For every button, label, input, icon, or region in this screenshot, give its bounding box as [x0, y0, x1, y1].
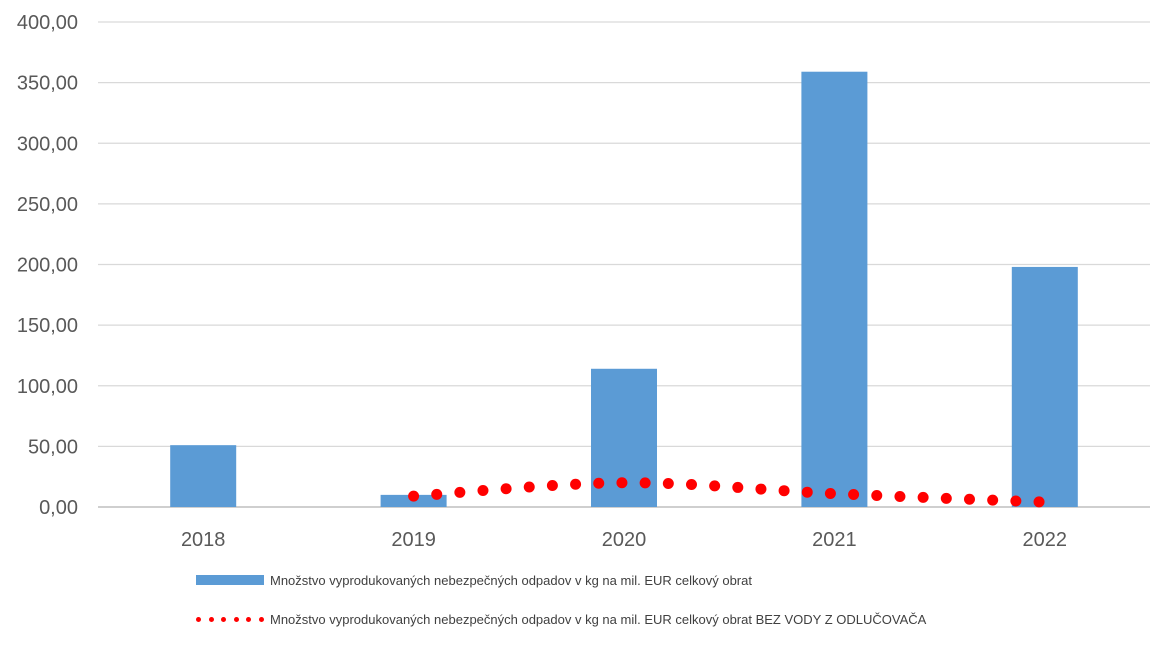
- line-point: [871, 490, 883, 502]
- line-point: [848, 489, 860, 501]
- legend-dots-swatch: [196, 614, 264, 624]
- chart: 0,00 50,00 100,00 150,00 200,00 250,00 300,00 3…: [17, 12, 1150, 551]
- line-point: [940, 492, 952, 504]
- x-tick-label: 2019: [391, 529, 436, 551]
- x-axis-ticks: 2018 2019 2020 2021 2022: [181, 529, 1067, 551]
- line-point: [616, 477, 628, 489]
- y-tick-label: 100,00: [17, 376, 78, 398]
- line-point: [500, 483, 512, 495]
- line-point: [570, 478, 582, 490]
- y-tick-label: 200,00: [17, 255, 78, 277]
- line-point: [963, 493, 975, 505]
- line-point: [662, 478, 674, 490]
- x-tick-label: 2022: [1023, 529, 1068, 551]
- y-tick-label: 400,00: [17, 12, 78, 34]
- line-point: [593, 477, 605, 489]
- legend-item-bars: Množstvo vyprodukovaných nebezpečných od…: [196, 570, 926, 590]
- y-tick-label: 150,00: [17, 315, 78, 337]
- bar: [1011, 266, 1078, 507]
- line-point: [709, 480, 721, 492]
- line-point: [454, 486, 466, 498]
- line-point: [987, 494, 999, 506]
- x-tick-label: 2020: [602, 529, 647, 551]
- line-point: [894, 490, 906, 502]
- line-point: [732, 481, 744, 493]
- bar: [170, 445, 237, 507]
- legend-label-bars: Množstvo vyprodukovaných nebezpečných od…: [270, 572, 752, 588]
- dotted-series: [408, 477, 1045, 508]
- line-point: [1033, 496, 1045, 508]
- line-point: [408, 490, 420, 502]
- line-point: [778, 485, 790, 497]
- line-point: [477, 485, 489, 497]
- y-tick-label: 300,00: [17, 133, 78, 155]
- x-tick-label: 2021: [812, 529, 857, 551]
- bar-series: [170, 71, 1078, 508]
- line-point: [546, 480, 558, 492]
- gridlines: [98, 21, 1150, 508]
- line-point: [917, 491, 929, 503]
- y-tick-label: 250,00: [17, 194, 78, 216]
- legend-item-dots: Množstvo vyprodukovaných nebezpečných od…: [196, 609, 926, 629]
- line-point: [431, 488, 443, 500]
- y-tick-label: 350,00: [17, 73, 78, 95]
- legend-label-dots: Množstvo vyprodukovaných nebezpečných od…: [270, 611, 927, 627]
- line-point: [755, 483, 767, 495]
- legend-bar-swatch: [196, 575, 264, 585]
- line-point: [1010, 495, 1022, 507]
- y-tick-label: 50,00: [28, 436, 78, 458]
- line-point: [639, 477, 651, 489]
- y-tick-label: 0,00: [39, 497, 78, 519]
- line-point: [801, 486, 813, 498]
- legend: Množstvo vyprodukovaných nebezpečných od…: [196, 570, 926, 648]
- line-point: [685, 479, 697, 491]
- line-point: [824, 487, 836, 499]
- line-point: [523, 481, 535, 493]
- bar: [801, 71, 868, 508]
- y-axis-ticks: 0,00 50,00 100,00 150,00 200,00 250,00 300,00 3…: [17, 12, 78, 519]
- x-tick-label: 2018: [181, 529, 226, 551]
